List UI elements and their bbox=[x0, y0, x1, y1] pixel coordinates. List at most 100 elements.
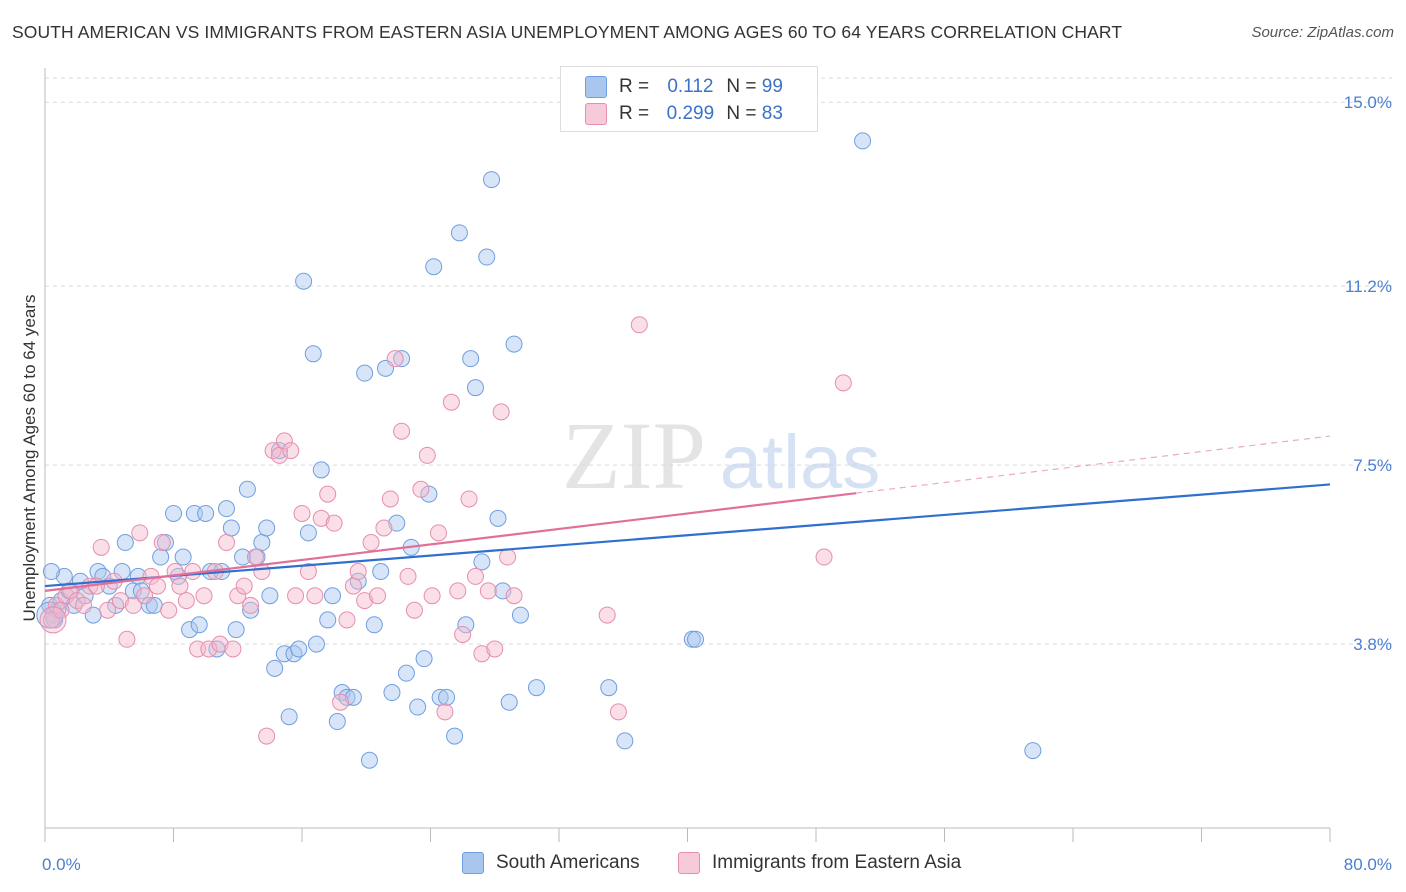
bottom-legend-swatch-blue bbox=[462, 852, 484, 874]
data-point-south-americans bbox=[234, 548, 252, 566]
x-tick-label: 80.0% bbox=[1344, 855, 1392, 874]
data-point-eastern-asia bbox=[258, 727, 276, 745]
data-point-south-americans bbox=[393, 350, 411, 368]
data-point-eastern-asia bbox=[293, 504, 311, 522]
trend-line-eastern-asia bbox=[44, 492, 857, 592]
data-point-south-americans bbox=[319, 611, 337, 629]
data-point-south-americans bbox=[505, 335, 523, 353]
data-point-south-americans bbox=[450, 224, 468, 242]
data-point-south-americans bbox=[116, 534, 134, 552]
data-point-eastern-asia bbox=[815, 548, 833, 566]
data-point-eastern-asia bbox=[405, 601, 423, 619]
axes bbox=[44, 68, 1331, 842]
data-point-eastern-asia bbox=[177, 592, 195, 610]
data-point-eastern-asia bbox=[118, 630, 136, 648]
data-point-south-americans bbox=[328, 713, 346, 731]
data-point-eastern-asia bbox=[630, 316, 648, 334]
data-point-eastern-asia bbox=[393, 422, 411, 440]
data-point-eastern-asia bbox=[287, 587, 305, 605]
data-point-south-americans bbox=[457, 616, 475, 634]
data-point-south-americans bbox=[388, 514, 406, 532]
data-point-south-americans bbox=[242, 601, 260, 619]
data-point-eastern-asia bbox=[418, 446, 436, 464]
data-point-eastern-asia bbox=[124, 596, 142, 614]
legend-row-south-americans: R = 0.112 N = 99 bbox=[585, 74, 783, 100]
data-point-eastern-asia bbox=[505, 587, 523, 605]
data-point-south-americans bbox=[324, 587, 342, 605]
data-point-south-americans bbox=[165, 504, 182, 522]
data-point-south-americans bbox=[420, 485, 438, 503]
data-point-south-americans bbox=[462, 350, 480, 368]
data-point-eastern-asia bbox=[436, 703, 454, 721]
bottom-legend-eastern-asia: Immigrants from Eastern Asia bbox=[678, 852, 961, 874]
data-point-south-americans bbox=[511, 606, 529, 624]
data-point-eastern-asia bbox=[312, 509, 330, 527]
y-tick-label: 11.2% bbox=[1345, 277, 1392, 296]
bottom-legend: South Americans Immigrants from Eastern … bbox=[0, 850, 1406, 880]
data-point-eastern-asia bbox=[368, 587, 386, 605]
data-point-south-americans bbox=[299, 524, 317, 542]
data-point-south-americans bbox=[397, 664, 415, 682]
legend-n-label: N = bbox=[726, 76, 757, 97]
data-point-south-americans bbox=[132, 582, 150, 600]
data-point-south-americans bbox=[409, 698, 427, 716]
data-point-eastern-asia bbox=[430, 524, 448, 542]
data-point-south-americans bbox=[295, 272, 313, 290]
data-point-eastern-asia bbox=[399, 567, 417, 585]
y-axis-label: Unemployment Among Ages 60 to 64 years bbox=[20, 294, 39, 622]
data-point-south-americans bbox=[280, 708, 298, 726]
data-point-eastern-asia bbox=[218, 534, 236, 552]
legend-row-eastern-asia: R = 0.299 N = 83 bbox=[585, 101, 783, 127]
data-point-eastern-asia bbox=[235, 577, 253, 595]
data-point-south-americans bbox=[425, 258, 443, 276]
data-point-south-americans bbox=[600, 679, 618, 697]
data-point-eastern-asia bbox=[99, 601, 117, 619]
chart-title: SOUTH AMERICAN VS IMMIGRANTS FROM EASTER… bbox=[12, 22, 1123, 42]
data-point-eastern-asia bbox=[242, 596, 260, 614]
data-point-south-americans bbox=[253, 534, 271, 552]
data-point-eastern-asia bbox=[282, 442, 300, 460]
data-point-south-americans bbox=[344, 688, 362, 706]
trend-line-south-americans bbox=[44, 483, 1331, 588]
bottom-legend-south-americans: South Americans bbox=[462, 852, 640, 874]
legend: R = 0.112 N = 99 R = 0.299 N = 83 bbox=[560, 66, 818, 132]
watermark-zip: ZIP bbox=[562, 402, 706, 509]
data-point-south-americans bbox=[312, 461, 330, 479]
data-point-south-americans bbox=[266, 659, 284, 677]
data-point-eastern-asia bbox=[356, 592, 374, 610]
data-point-eastern-asia bbox=[338, 611, 356, 629]
data-point-eastern-asia bbox=[211, 635, 229, 653]
legend-n-value: 99 bbox=[761, 76, 783, 97]
data-point-eastern-asia bbox=[148, 577, 166, 595]
watermark-atlas: atlas bbox=[720, 420, 881, 505]
data-point-south-americans bbox=[473, 553, 491, 571]
data-point-south-americans bbox=[494, 582, 512, 600]
data-point-eastern-asia bbox=[171, 577, 189, 595]
data-point-eastern-asia bbox=[460, 490, 478, 508]
trend-line-eastern-asia-dashed bbox=[856, 435, 1331, 494]
data-point-eastern-asia bbox=[412, 480, 430, 498]
data-point-eastern-asia bbox=[492, 403, 510, 421]
data-point-south-americans bbox=[307, 635, 325, 653]
data-point-south-americans bbox=[446, 727, 464, 745]
data-point-south-americans bbox=[478, 248, 496, 266]
bottom-legend-label: Immigrants from Eastern Asia bbox=[712, 852, 962, 873]
y-tick-label: 7.5% bbox=[1353, 456, 1392, 475]
data-point-eastern-asia bbox=[486, 640, 504, 658]
data-point-eastern-asia bbox=[195, 587, 213, 605]
data-point-eastern-asia bbox=[75, 596, 93, 614]
legend-n-label: N = bbox=[726, 103, 757, 124]
data-point-south-americans bbox=[489, 509, 507, 527]
data-point-south-americans bbox=[687, 630, 705, 648]
data-point-south-americans bbox=[261, 587, 279, 605]
legend-n-value: 83 bbox=[761, 103, 783, 124]
trend-lines bbox=[44, 435, 1331, 592]
data-point-eastern-asia bbox=[131, 524, 149, 542]
data-point-eastern-asia bbox=[423, 587, 441, 605]
data-point-south-americans bbox=[285, 645, 303, 663]
data-point-eastern-asia bbox=[136, 587, 154, 605]
data-point-south-americans bbox=[258, 519, 276, 537]
data-point-eastern-asia bbox=[375, 519, 393, 537]
bottom-legend-swatch-pink bbox=[678, 852, 700, 874]
data-point-south-americans bbox=[528, 679, 546, 697]
